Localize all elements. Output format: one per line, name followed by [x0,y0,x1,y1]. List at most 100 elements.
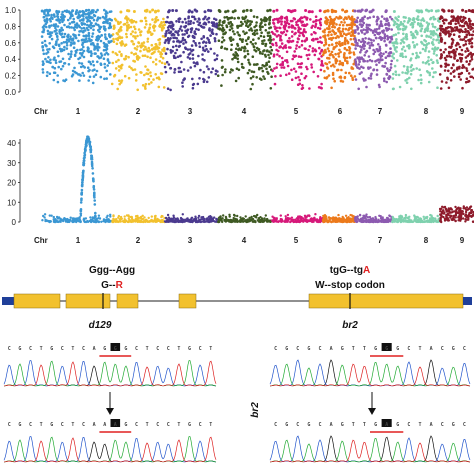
snp-point [397,15,400,18]
base-call: C [156,422,159,428]
base-call: G [307,422,310,428]
snp-point [150,81,153,84]
snp-point [404,71,407,75]
snp-point [166,87,170,90]
snp-point [172,40,175,43]
snp-point [452,16,456,20]
snp-point [120,79,124,82]
snp-point [42,62,45,65]
snp-point [372,52,376,56]
snp-point [82,49,86,53]
snp-point [364,37,367,40]
peak-point [73,219,76,222]
peak-point [127,215,130,218]
snp-point [406,68,409,72]
snp-point [146,68,149,71]
peak-point [307,219,310,222]
peak-point [184,220,187,223]
snp-point [469,28,472,31]
base-call: G [188,346,191,352]
snp-point [359,40,363,44]
snp-point [432,61,435,64]
snp-point [247,36,250,39]
peak-point [264,214,267,217]
snp-point [380,15,384,18]
snp-point [65,44,69,47]
snp-point [365,49,369,53]
peak-point [87,220,90,223]
snp-point [163,62,167,65]
snp-point [129,25,133,29]
base-call: T [363,422,366,428]
snp-point [328,37,331,40]
snp-point [460,57,464,60]
mutation-marker [110,343,121,351]
peak-point [434,219,437,222]
snp-point [328,61,331,64]
snp-point [249,87,253,91]
snp-point [313,53,317,57]
snp-point [385,44,388,47]
snp-point [224,68,227,71]
snp-point [323,76,327,80]
snp-point [139,71,142,74]
snp-point [380,23,383,26]
snp-point [351,31,354,34]
base-call: C [296,422,299,428]
peak-point [272,216,275,220]
snp-point [55,34,59,38]
snp-point [223,32,227,35]
snp-point [71,73,75,76]
y-tick-label: 0.4 [5,55,17,64]
snp-point [216,54,219,57]
peak-point [262,220,266,223]
snp-point [287,22,291,26]
snp-point [335,59,339,63]
snp-point [152,60,155,64]
snp-point [299,55,303,59]
peak-point [88,140,92,144]
peak-point [174,220,177,224]
snp-point [191,53,195,57]
snp-point [420,24,424,28]
chr-axis-label: Chr [34,236,48,245]
snp-point [177,17,180,21]
peak-point [150,215,153,218]
snp-point [416,31,419,34]
snp-point [99,39,103,43]
side-label-br2: br2 [250,402,261,418]
snp-point [294,76,298,80]
snp-point [331,29,334,32]
snp-point [253,48,256,52]
peak-point [398,219,401,222]
peak-point [284,217,288,220]
snp-point [98,27,102,31]
peak-point [85,140,88,144]
snp-point [311,24,315,28]
snp-point [431,25,435,28]
snp-point [407,17,411,20]
snp-point [458,65,461,69]
snp-point [358,60,361,64]
peak-point [297,215,300,218]
peak-point [381,216,384,219]
snp-point [393,41,396,45]
snp-point [237,16,241,20]
snp-point [148,23,152,26]
snp-point [149,74,153,78]
peak-point [245,220,248,223]
base-call: G [341,422,344,428]
snp-point [51,17,54,21]
snp-point [53,15,56,18]
snp-point [258,50,262,54]
snp-point [92,75,96,78]
snp-point [354,47,357,50]
peak-point [80,198,83,202]
peak-point [333,219,336,223]
peak-point [465,206,469,209]
snp-point [417,10,421,13]
peak-point [179,216,183,220]
snp-point [396,59,399,62]
snp-point [360,71,363,74]
snp-point [301,86,305,90]
